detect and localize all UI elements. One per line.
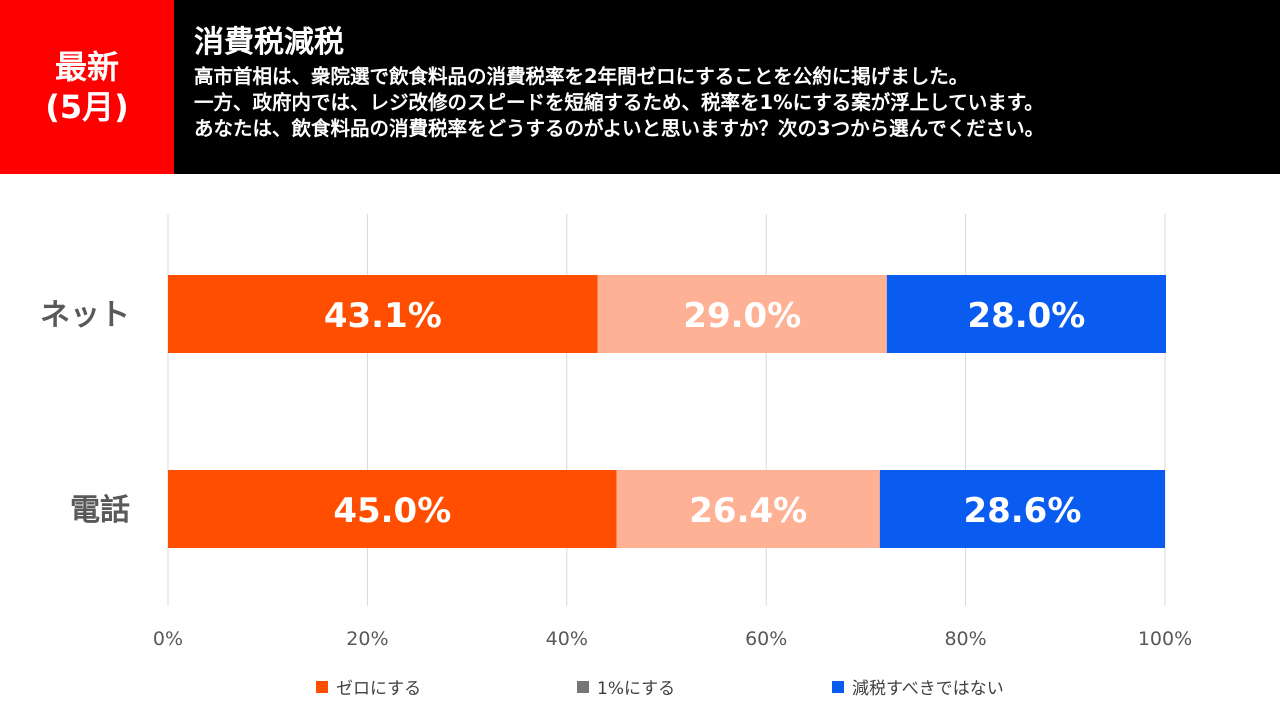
data-label: 43.1% bbox=[324, 296, 442, 336]
badge-label: 最新 bbox=[54, 48, 119, 86]
chart-legend: ゼロにする 1%にする 減税すべきではない bbox=[0, 674, 1280, 699]
category-label: ネット bbox=[40, 298, 130, 333]
data-label: 28.0% bbox=[967, 296, 1085, 336]
legend-swatch bbox=[832, 680, 844, 693]
badge-month: (5月) bbox=[45, 88, 129, 126]
x-tick-label: 40% bbox=[546, 628, 588, 650]
latest-badge: 最新 (5月) bbox=[0, 0, 174, 174]
data-label: 29.0% bbox=[683, 296, 801, 336]
page-title: 消費税減税 bbox=[194, 25, 344, 60]
question-line: あなたは、飲食料品の消費税率をどうするのがよいと思いますか？次の3つから選んでく… bbox=[194, 117, 1045, 140]
bar-segment bbox=[886, 275, 1166, 353]
x-tick-label: 20% bbox=[346, 628, 388, 650]
bar-segment bbox=[879, 470, 1165, 548]
header-bar: 最新 (5月) 消費税減税 高市首相は、衆院選で飲食料品の消費税率を2年間ゼロに… bbox=[0, 0, 1280, 174]
title-block: 消費税減税 高市首相は、衆院選で飲食料品の消費税率を2年間ゼロにすることを公約に… bbox=[194, 22, 1264, 142]
bar-segment bbox=[616, 470, 880, 548]
legend-item: 減税すべきではない bbox=[832, 674, 1004, 699]
question-line: 高市首相は、衆院選で飲食料品の消費税率を2年間ゼロにすることを公約に掲げました。 bbox=[194, 65, 969, 88]
legend-item: 1%にする bbox=[577, 674, 675, 699]
data-label: 26.4% bbox=[689, 491, 807, 531]
bar-segment bbox=[168, 470, 617, 548]
x-tick-label: 100% bbox=[1138, 628, 1192, 650]
legend-label: ゼロにする bbox=[336, 679, 422, 699]
x-tick-label: 0% bbox=[153, 628, 183, 650]
legend-swatch bbox=[577, 680, 589, 693]
question-line: 一方、政府内では、レジ改修のスピードを短縮するため、税率を1%にする案が浮上して… bbox=[194, 91, 1044, 114]
bar-segment bbox=[168, 275, 598, 353]
x-tick-label: 80% bbox=[944, 628, 986, 650]
legend-label: 減税すべきではない bbox=[852, 679, 1004, 699]
data-label: 45.0% bbox=[333, 491, 451, 531]
bar-segment bbox=[597, 275, 887, 353]
x-tick-label: 60% bbox=[745, 628, 787, 650]
legend-swatch bbox=[316, 680, 328, 693]
data-label: 28.6% bbox=[963, 491, 1081, 531]
category-label: 電話 bbox=[70, 493, 130, 528]
legend-label: 1%にする bbox=[597, 679, 676, 699]
legend-item: ゼロにする bbox=[316, 674, 421, 699]
